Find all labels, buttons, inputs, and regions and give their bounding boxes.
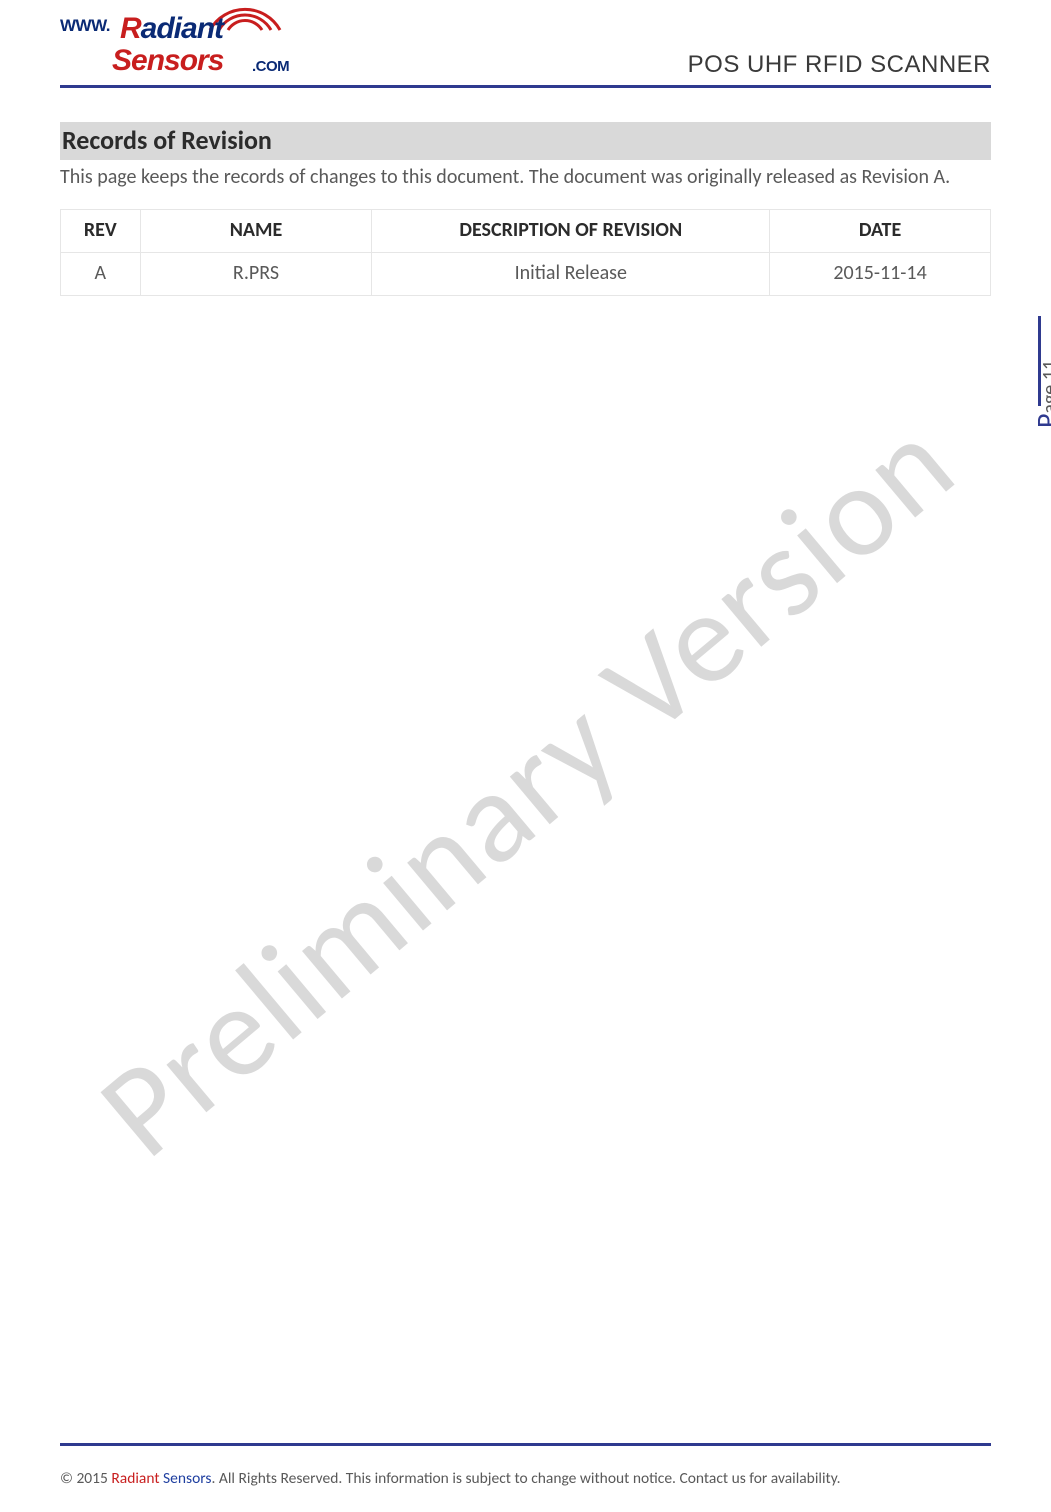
logo-com: .COM bbox=[252, 58, 289, 75]
table-header: REV NAME DESCRIPTION OF REVISION DATE bbox=[61, 210, 991, 253]
col-header-rev: REV bbox=[61, 210, 141, 253]
logo-sensors: Sensors bbox=[112, 44, 223, 78]
table-header-row: REV NAME DESCRIPTION OF REVISION DATE bbox=[61, 210, 991, 253]
footer-divider bbox=[60, 1443, 991, 1446]
footer-brand-blue: Sensors bbox=[160, 1469, 212, 1488]
cell-date: 2015-11-14 bbox=[770, 253, 991, 296]
cell-desc: Initial Release bbox=[372, 253, 770, 296]
header-divider bbox=[60, 85, 991, 88]
col-header-date: DATE bbox=[770, 210, 991, 253]
table-body: A R.PRS Initial Release 2015-11-14 bbox=[61, 253, 991, 296]
page-header: WWW. Radiant Sensors .COM POS UHF RFID S… bbox=[60, 0, 991, 83]
document-title: POS UHF RFID SCANNER bbox=[688, 51, 991, 83]
watermark-text: Preliminary Version bbox=[67, 383, 984, 1189]
logo-www: WWW. bbox=[60, 16, 110, 36]
footer-copyright: © 2015 Radiant Sensors. All Rights Reser… bbox=[60, 1469, 991, 1488]
section-heading: Records of Revision bbox=[60, 122, 991, 160]
page-number-rest: age 11 bbox=[1038, 360, 1051, 414]
col-header-name: NAME bbox=[140, 210, 372, 253]
footer-brand-red: Radiant bbox=[111, 1469, 159, 1488]
page-number-prefix: P bbox=[1029, 414, 1051, 428]
section-intro: This page keeps the records of changes t… bbox=[60, 164, 991, 191]
cell-name: R.PRS bbox=[140, 253, 372, 296]
logo-radiant: Radiant bbox=[120, 12, 223, 46]
footer-rest: . All Rights Reserved. This information … bbox=[211, 1469, 840, 1488]
col-header-desc: DESCRIPTION OF REVISION bbox=[372, 210, 770, 253]
table-row: A R.PRS Initial Release 2015-11-14 bbox=[61, 253, 991, 296]
footer-prefix: © 2015 bbox=[60, 1469, 111, 1488]
document-page: WWW. Radiant Sensors .COM POS UHF RFID S… bbox=[0, 0, 1051, 1512]
brand-logo: WWW. Radiant Sensors .COM bbox=[60, 8, 300, 83]
cell-rev: A bbox=[61, 253, 141, 296]
page-number: Page 11 bbox=[1029, 360, 1051, 428]
revision-table: REV NAME DESCRIPTION OF REVISION DATE A … bbox=[60, 209, 991, 296]
